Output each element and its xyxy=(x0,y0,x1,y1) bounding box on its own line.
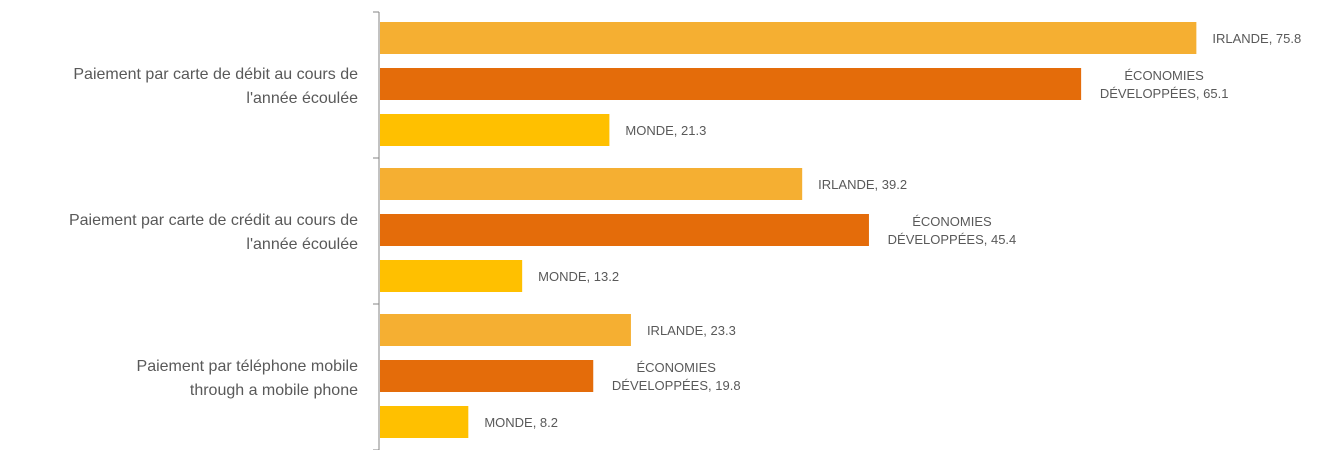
bar-monde xyxy=(380,260,523,292)
bar-monde xyxy=(380,114,610,146)
data-label: MONDE, 13.2 xyxy=(538,269,619,284)
data-label: ÉCONOMIES DÉVELOPPÉES, 45.4 xyxy=(888,214,1017,247)
bar-irlande xyxy=(380,22,1197,54)
data-labels: IRLANDE, 75.8 ÉCONOMIES DÉVELOPPÉES, 65.1 M… xyxy=(484,31,1301,430)
data-label: ÉCONOMIES DÉVELOPPÉES, 65.1 xyxy=(1100,68,1229,101)
bar-économies-développées xyxy=(380,360,594,392)
bars xyxy=(380,22,1197,438)
data-label: ÉCONOMIES DÉVELOPPÉES, 19.8 xyxy=(612,360,741,393)
data-label: IRLANDE, 75.8 xyxy=(1212,31,1301,46)
category-labels: Paiement par carte de débit au cours de l… xyxy=(69,66,358,399)
bar-irlande xyxy=(380,168,803,200)
category-label: Paiement par téléphone mobile through a m… xyxy=(137,358,359,399)
data-label: MONDE, 8.2 xyxy=(484,415,558,430)
bar-économies-développées xyxy=(380,214,869,246)
bar-économies-développées xyxy=(380,68,1082,100)
category-axis xyxy=(373,11,380,450)
category-label: Paiement par carte de crédit au cours de… xyxy=(69,212,358,253)
data-label: MONDE, 21.3 xyxy=(625,123,706,138)
data-label: IRLANDE, 23.3 xyxy=(647,323,736,338)
category-label: Paiement par carte de débit au cours de l… xyxy=(73,66,358,107)
data-label: IRLANDE, 39.2 xyxy=(818,177,907,192)
bar-irlande xyxy=(380,314,631,346)
bar-monde xyxy=(380,406,469,438)
